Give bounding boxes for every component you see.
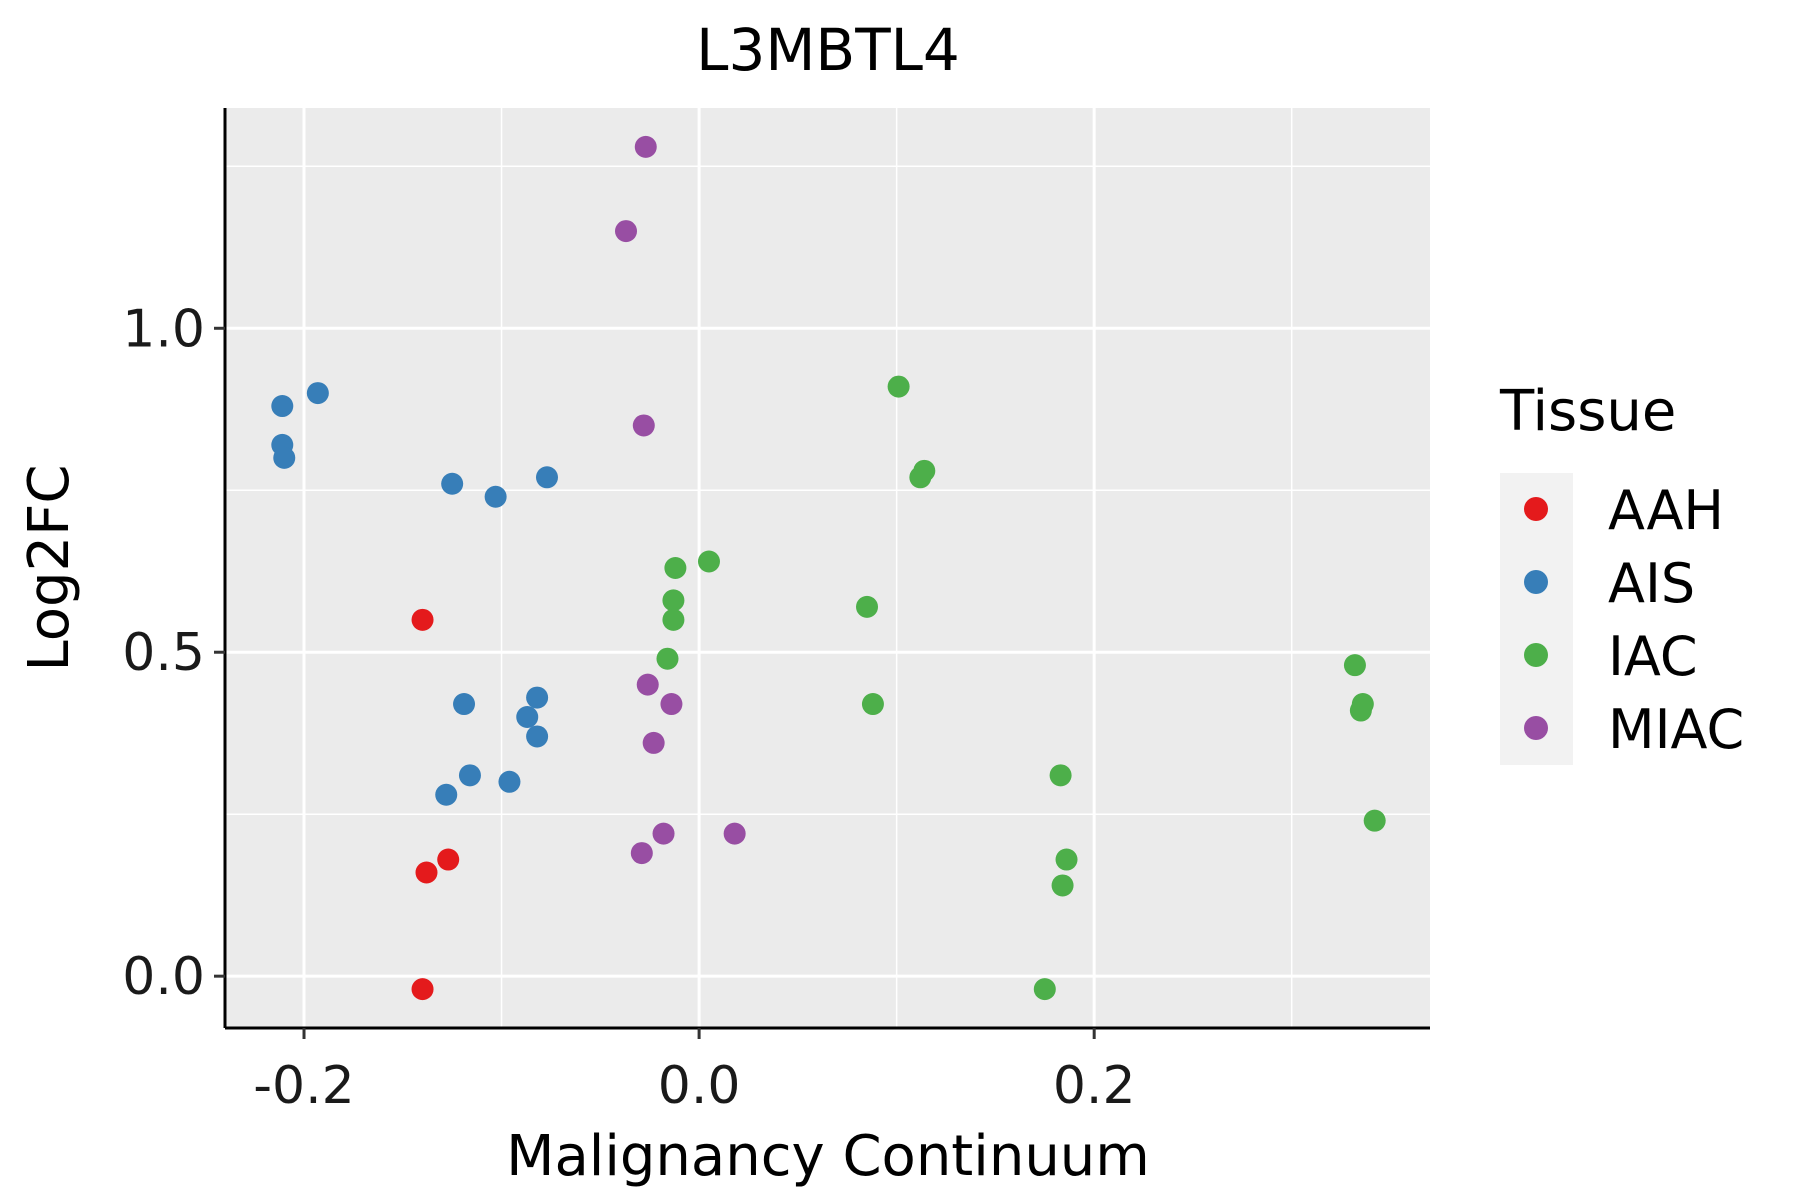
point-miac <box>652 822 675 845</box>
legend-label-aah: AAH <box>1608 479 1724 542</box>
point-miac <box>642 731 665 754</box>
y-tick-label: 1.0 <box>122 299 205 359</box>
point-ais <box>498 770 521 793</box>
point-ais <box>453 693 476 716</box>
point-iac <box>1343 654 1366 677</box>
point-ais <box>306 382 329 405</box>
point-miac <box>723 822 746 845</box>
legend-key-iac <box>1524 643 1548 667</box>
point-miac <box>632 414 655 437</box>
x-axis-title: Malignancy Continuum <box>506 1124 1150 1189</box>
point-ais <box>273 446 296 469</box>
point-ais <box>435 783 458 806</box>
y-tick-label: 0.0 <box>122 947 205 1007</box>
point-aah <box>415 861 438 884</box>
point-miac <box>630 842 653 865</box>
point-ais <box>516 706 539 729</box>
point-aah <box>437 848 460 871</box>
legend-label-ais: AIS <box>1608 552 1695 615</box>
point-iac <box>1033 978 1056 1001</box>
point-iac <box>662 608 685 631</box>
legend-key-miac <box>1524 716 1548 740</box>
point-iac <box>861 693 884 716</box>
point-iac <box>856 595 879 618</box>
legend-label-miac: MIAC <box>1608 698 1744 761</box>
point-ais <box>271 395 294 418</box>
chart-title: L3MBTL4 <box>696 16 960 84</box>
point-ais <box>441 472 464 495</box>
legend-items: AAH AIS IAC MIAC <box>1524 479 1744 761</box>
point-aah <box>411 608 434 631</box>
legend: Tissue AAH AIS IAC MIAC <box>1499 379 1744 765</box>
legend-label-iac: IAC <box>1608 625 1698 688</box>
point-iac <box>1051 874 1074 897</box>
point-miac <box>660 693 683 716</box>
data-points <box>271 135 1386 1001</box>
y-tick-label: 0.5 <box>122 623 205 683</box>
point-iac <box>887 375 910 398</box>
point-iac <box>1055 848 1078 871</box>
point-ais <box>484 485 507 508</box>
gridlines <box>225 108 1430 1028</box>
y-axis-title: Log2FC <box>17 465 82 672</box>
point-ais <box>535 466 558 489</box>
point-iac <box>1363 809 1386 832</box>
point-aah <box>411 978 434 1001</box>
x-tick-label: -0.2 <box>253 1056 354 1116</box>
point-miac <box>636 673 659 696</box>
point-ais <box>526 686 549 709</box>
point-iac <box>697 550 720 573</box>
legend-key-ais <box>1524 570 1548 594</box>
point-iac <box>664 557 687 579</box>
legend-key-aah <box>1524 497 1548 521</box>
point-miac <box>615 220 638 243</box>
point-iac <box>1349 699 1372 722</box>
point-iac <box>656 647 679 670</box>
point-miac <box>634 135 657 158</box>
axis-ticks: -0.2 0.0 0.2 0.0 0.5 1.0 <box>122 299 1135 1116</box>
legend-title: Tissue <box>1499 379 1676 444</box>
point-iac <box>913 459 936 482</box>
point-iac <box>662 589 685 612</box>
point-ais <box>526 725 549 748</box>
plot-panel <box>225 108 1430 1028</box>
x-tick-label: 0.0 <box>658 1056 741 1116</box>
point-ais <box>458 764 481 787</box>
point-iac <box>1049 764 1072 787</box>
x-tick-label: 0.2 <box>1053 1056 1136 1116</box>
